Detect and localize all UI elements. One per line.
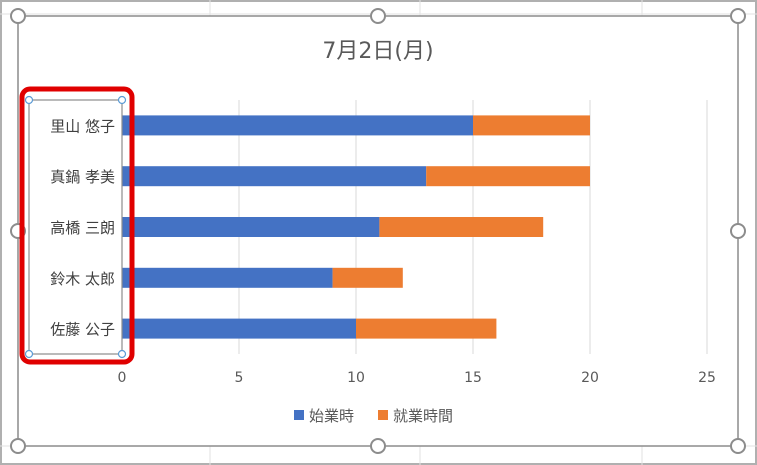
bar-series-1[interactable] [122,217,380,237]
bar-series-2[interactable] [379,217,544,237]
selection-handle[interactable] [117,95,127,105]
category-label: 高橋 三朗 [50,219,115,237]
bar-series-1[interactable] [122,166,427,187]
x-tick-label: 10 [347,370,365,386]
legend-label-series-1: 始業時 [309,407,354,425]
x-tick-label: 20 [581,370,599,386]
resize-handle[interactable] [730,223,746,239]
legend-swatch-series-1 [294,410,304,420]
bar-series-1[interactable] [122,115,473,136]
category-label: 鈴木 太郎 [50,270,115,288]
category-label: 真鍋 孝美 [50,168,115,186]
selection-handle[interactable] [24,349,34,359]
bar-series-2[interactable] [332,267,403,288]
resize-handle[interactable] [10,8,26,24]
resize-handle[interactable] [10,438,26,454]
category-label: 里山 悠子 [50,117,115,135]
resize-handle[interactable] [730,8,746,24]
x-tick-label: 0 [118,370,127,386]
x-tick-label: 15 [464,370,482,386]
legend-swatch-series-2 [378,410,388,420]
bar-series-2[interactable] [473,115,590,136]
bar-series-1[interactable] [122,267,333,288]
x-tick-label: 25 [698,370,716,386]
axis-selection-handles[interactable] [24,95,127,359]
selection-handle[interactable] [117,349,127,359]
axis-label-selection-box[interactable] [28,99,123,355]
bar-series-1[interactable] [122,318,356,339]
bar-series-2[interactable] [426,166,590,187]
legend[interactable]: 始業時 就業時間 [294,407,453,425]
resize-handle[interactable] [730,438,746,454]
resize-handle[interactable] [370,8,386,24]
red-highlight-box [19,86,135,365]
selection-handle[interactable] [24,95,34,105]
x-tick-label: 5 [235,370,244,386]
resize-handle[interactable] [370,438,386,454]
chart-title[interactable]: 7月2日(月) [322,39,433,64]
bar-series-2[interactable] [356,318,497,339]
category-label: 佐藤 公子 [50,321,115,339]
legend-label-series-2: 就業時間 [393,407,453,425]
x-axis-tick-labels: 0 5 10 15 20 25 [118,370,716,386]
plot-bars[interactable] [122,115,590,339]
